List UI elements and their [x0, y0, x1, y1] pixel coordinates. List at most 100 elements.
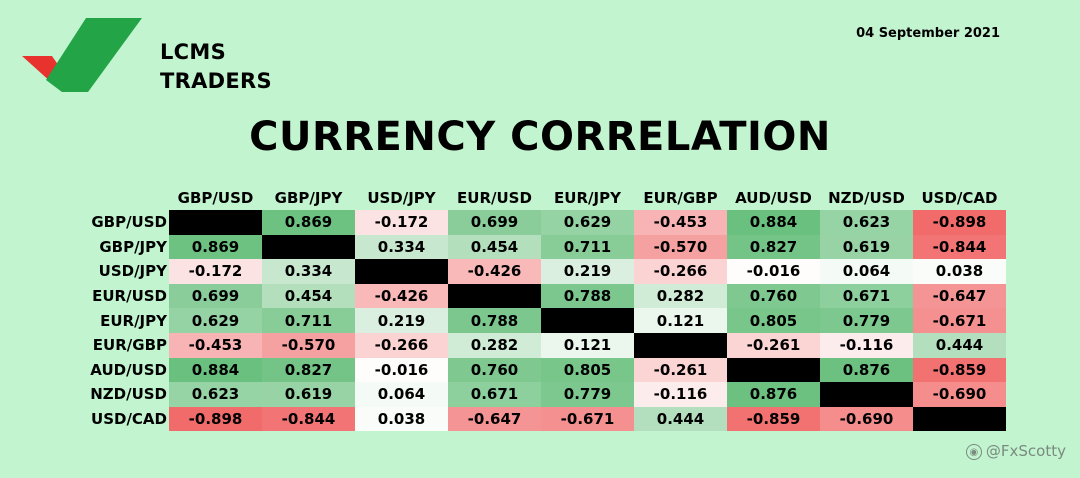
correlation-cell: -0.859 — [913, 357, 1006, 383]
logo-line-1: LCMS — [160, 40, 227, 64]
diagonal-cell — [820, 382, 913, 407]
correlation-cell: 0.619 — [820, 234, 913, 260]
correlation-cell: 0.219 — [541, 259, 634, 284]
table-row: GBP/USD 0.869 -0.172 0.699 0.629 -0.453 0.884 0… — [72, 210, 1006, 235]
correlation-cell: 0.623 — [820, 210, 913, 235]
correlation-cell: 0.884 — [727, 210, 820, 235]
correlation-cell: 0.876 — [727, 382, 820, 407]
correlation-cell: -0.898 — [913, 210, 1006, 235]
correlation-cell: -0.570 — [262, 332, 355, 358]
row-header: GBP/JPY — [99, 237, 167, 256]
correlation-cell: -0.426 — [355, 283, 448, 309]
logo: LCMS TRADERS — [22, 18, 282, 98]
correlation-cell: 0.884 — [169, 357, 262, 383]
correlation-cell: -0.426 — [448, 259, 541, 284]
correlation-cell: 0.629 — [169, 308, 262, 333]
correlation-cell: 0.282 — [448, 332, 541, 358]
table-row: USD/JPY -0.172 0.334 -0.426 0.219 -0.266 -0.01… — [72, 259, 1006, 284]
diagonal-cell — [913, 406, 1006, 432]
correlation-cell: 0.876 — [820, 357, 913, 383]
correlation-cell: 0.711 — [262, 308, 355, 333]
correlation-cell: -0.647 — [448, 406, 541, 432]
correlation-cell: 0.444 — [913, 332, 1006, 358]
correlation-cell: 0.788 — [541, 283, 634, 309]
watermark-text: @FxScotty — [985, 442, 1066, 460]
diagonal-cell — [169, 210, 262, 235]
correlation-cell: 0.038 — [355, 406, 448, 432]
correlation-cell: -0.647 — [913, 283, 1006, 309]
correlation-cell: 0.282 — [634, 283, 727, 309]
diagonal-cell — [541, 308, 634, 333]
correlation-cell: 0.869 — [262, 210, 355, 235]
table-row: USD/CAD -0.898 -0.844 0.038 -0.647 -0.671 0.44… — [72, 406, 1006, 432]
correlation-cell: 0.121 — [634, 308, 727, 333]
row-header: USD/CAD — [91, 410, 167, 429]
correlation-cell: -0.453 — [634, 210, 727, 235]
correlation-cell: 0.671 — [448, 382, 541, 407]
correlation-cell: -0.453 — [169, 332, 262, 358]
correlation-cell: -0.671 — [541, 406, 634, 432]
column-header: AUD/USD — [735, 189, 812, 207]
correlation-cell: 0.805 — [727, 308, 820, 333]
diagonal-cell — [355, 259, 448, 284]
correlation-cell: 0.334 — [262, 259, 355, 284]
correlation-cell: 0.064 — [820, 259, 913, 284]
row-header: GBP/USD — [91, 213, 167, 232]
correlation-cell: -0.844 — [262, 406, 355, 432]
diagonal-cell — [448, 283, 541, 309]
row-header: EUR/GBP — [92, 336, 167, 355]
row-header: EUR/JPY — [100, 311, 167, 330]
correlation-cell: -0.898 — [169, 406, 262, 432]
row-header: EUR/USD — [92, 287, 167, 306]
column-header: EUR/JPY — [554, 189, 621, 207]
column-header: GBP/JPY — [274, 189, 343, 207]
correlation-cell: 0.064 — [355, 382, 448, 407]
correlation-cell: 0.619 — [262, 382, 355, 407]
column-header: EUR/USD — [457, 189, 532, 207]
diagonal-cell — [634, 332, 727, 358]
correlation-cell: 0.711 — [541, 234, 634, 260]
correlation-cell: 0.779 — [541, 382, 634, 407]
table-row: EUR/USD 0.699 0.454 -0.426 0.788 0.282 0.760 0.… — [72, 283, 1006, 309]
corner-cell — [72, 186, 169, 210]
correlation-cell: -0.570 — [634, 234, 727, 260]
correlation-cell: 0.454 — [448, 234, 541, 260]
correlation-cell: 0.623 — [169, 382, 262, 407]
correlation-cell: 0.334 — [355, 234, 448, 260]
logo-line-2: TRADERS — [160, 69, 272, 93]
correlation-cell: 0.827 — [262, 357, 355, 383]
correlation-cell: 0.805 — [541, 357, 634, 383]
column-header: NZD/USD — [828, 189, 905, 207]
correlation-cell: -0.690 — [820, 406, 913, 432]
correlation-cell: 0.454 — [262, 283, 355, 309]
table-row: AUD/USD 0.884 0.827 -0.016 0.760 0.805 -0.261 0… — [72, 357, 1006, 383]
row-header: NZD/USD — [90, 385, 167, 404]
weibo-icon: ◉ — [965, 443, 982, 460]
correlation-cell: 0.827 — [727, 234, 820, 260]
column-header: USD/JPY — [367, 189, 436, 207]
matrix-body: GBP/USD 0.869 -0.172 0.699 0.629 -0.453 0.884 0… — [72, 210, 1006, 432]
correlation-cell: -0.116 — [820, 332, 913, 358]
row-header: AUD/USD — [90, 360, 167, 379]
correlation-cell: -0.844 — [913, 234, 1006, 260]
row-header: USD/JPY — [98, 262, 167, 281]
column-header: GBP/USD — [177, 189, 254, 207]
correlation-cell: 0.699 — [448, 210, 541, 235]
correlation-matrix: GBP/USD GBP/JPY USD/JPY EUR/USD EUR/JPY EUR/G… — [72, 186, 1006, 432]
column-header: EUR/GBP — [643, 189, 718, 207]
correlation-cell: -0.859 — [727, 406, 820, 432]
correlation-cell: 0.779 — [820, 308, 913, 333]
correlation-cell: 0.869 — [169, 234, 262, 260]
correlation-cell: -0.172 — [169, 259, 262, 284]
header-row: GBP/USD GBP/JPY USD/JPY EUR/USD EUR/JPY EUR/G… — [72, 186, 1006, 210]
table-row: GBP/JPY 0.869 0.334 0.454 0.711 -0.570 0.827 0.… — [72, 234, 1006, 260]
correlation-cell: -0.690 — [913, 382, 1006, 407]
correlation-cell: 0.121 — [541, 332, 634, 358]
correlation-cell: 0.219 — [355, 308, 448, 333]
correlation-cell: 0.444 — [634, 406, 727, 432]
table-row: EUR/GBP -0.453 -0.570 -0.266 0.282 0.121 -0.26… — [72, 332, 1006, 358]
correlation-cell: -0.016 — [355, 357, 448, 383]
correlation-cell: 0.788 — [448, 308, 541, 333]
diagonal-cell — [262, 234, 355, 260]
logo-check-icon — [22, 18, 142, 92]
